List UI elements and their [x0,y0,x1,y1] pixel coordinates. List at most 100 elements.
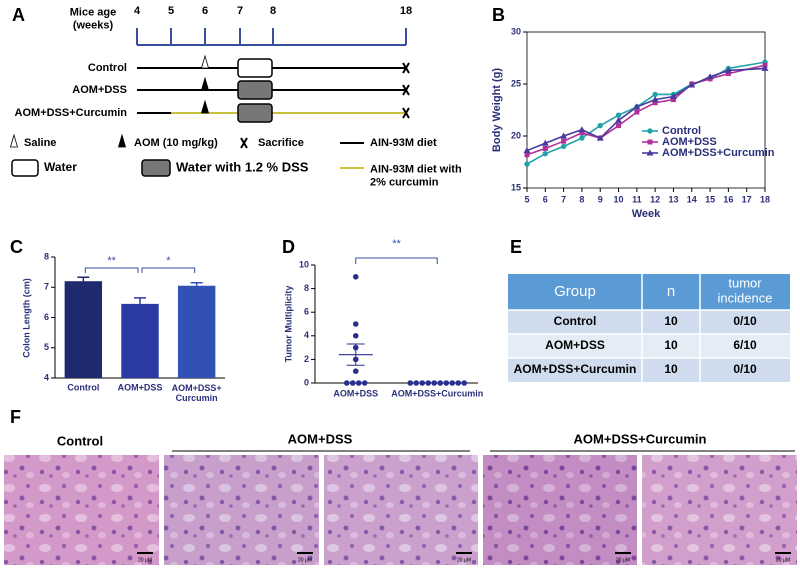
y-tick-label: 6 [304,307,309,317]
dss-box [237,103,273,123]
week-label: 18 [400,5,412,17]
y-tick-label: 10 [299,259,309,269]
legend-text: Sacrifice [258,137,304,149]
legend-text: AIN-93M diet with 2% curcumin [370,164,462,189]
table-cell: 0/10 [733,314,757,328]
injection-marker [200,54,210,69]
table-header: Group [554,283,596,300]
legend-text: Water with 1.2 % DSS [176,159,309,174]
point [615,112,622,118]
x-tick-label: 18 [760,194,770,204]
x-tick-label: 17 [742,194,752,204]
dot [461,380,468,386]
week-label: 4 [134,5,141,17]
point [579,135,585,141]
table-cell: Control [554,314,597,328]
dot [352,321,359,327]
dot [343,380,350,386]
point [616,123,622,129]
group-label: AOM+DSS [72,84,127,96]
sacrifice-marker [402,84,410,96]
histology-image [4,455,159,565]
scale-bar-label: 20 µM [616,557,630,563]
x-tick-label: 10 [614,194,624,204]
panel-label: F [10,407,21,427]
week-label: 8 [270,5,276,17]
error-bar [190,281,203,286]
significance-label: ** [107,255,116,267]
bar [177,285,216,378]
point [523,147,531,154]
histology-image [642,455,797,565]
histology-image [324,455,478,565]
injection-marker [200,76,210,91]
y-tick-label: 25 [511,78,521,88]
point [579,130,585,136]
dot [352,274,359,280]
table-row-bg [508,334,790,358]
histology-label: Control [57,433,103,448]
point [647,139,653,145]
table-row-bg [508,358,790,382]
histology-tint [4,455,159,565]
injection-marker [200,99,210,114]
table-cell: 0/10 [733,362,757,376]
point [669,92,677,99]
y-tick-label: 0 [304,377,309,387]
dot [413,380,420,386]
x-tick-label: AOM+DSS [118,382,163,392]
histology-label: AOM+DSS [288,431,353,446]
x-tick-label: AOM+DSS+Curcumin [391,388,483,398]
point [542,150,549,157]
point [651,96,659,103]
x-tick-label: AOM+DSS [333,388,378,398]
legend-text: Saline [24,137,56,149]
panel-label: B [492,5,505,25]
scale-bar-label: 20 µM [457,557,471,563]
dot [352,368,359,375]
x-tick-label: 12 [650,194,660,204]
bar [64,281,103,378]
y-tick-label: 20 [511,130,521,140]
y-tick-label: 4 [44,372,49,382]
point [652,100,658,106]
histology-label: AOM+DSS+Curcumin [574,431,707,446]
legend-text: AOM (10 mg/kg) [134,137,218,149]
histology-tint [642,455,797,565]
table-row-bg [508,310,790,334]
x-tick-label: 9 [598,194,603,204]
point [646,149,654,156]
y-tick-label: 8 [304,283,309,293]
table-cell: AOM+DSS [545,338,605,352]
water-box [11,159,39,177]
water-box [237,58,273,78]
scale-bar-label: 20 µM [138,557,152,563]
point [615,116,623,123]
sacrifice-marker [402,107,410,119]
point [560,132,568,139]
scale-bar-label: 20 µM [776,557,790,563]
point [761,64,769,71]
table-cell: 10 [664,338,678,352]
panel-label: E [510,237,522,257]
legend-text: AOM+DSS+Curcumin [662,147,775,159]
x-tick-label: 5 [524,194,529,204]
x-tick-label: 16 [723,194,733,204]
panel-label: D [282,237,295,257]
panel-label: C [10,237,23,257]
dot [455,380,462,386]
y-tick-label: 6 [44,312,49,322]
y-tick-label: 2 [304,354,309,364]
point [560,143,567,150]
y-tick-label: 30 [511,26,521,36]
dot [407,380,414,386]
point [634,109,640,115]
x-tick-label: 6 [543,194,548,204]
table-header: tumor incidence [718,276,773,306]
y-tick-label: 4 [304,330,309,340]
point [706,73,714,80]
histology-tint [483,455,637,565]
y-tick-label: 8 [44,251,49,261]
legend-text: AOM+DSS [662,136,717,148]
error-bar [77,276,90,282]
